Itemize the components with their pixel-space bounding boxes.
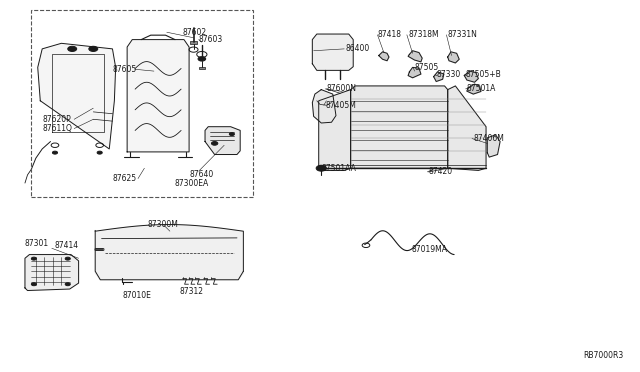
Text: 87620P: 87620P (42, 115, 71, 124)
Polygon shape (312, 34, 353, 70)
Circle shape (65, 257, 70, 260)
Text: 87414: 87414 (55, 241, 79, 250)
Circle shape (65, 283, 70, 286)
Text: 87501A: 87501A (467, 84, 496, 93)
Text: 87625: 87625 (113, 174, 136, 183)
Circle shape (229, 133, 234, 136)
Text: 87640: 87640 (189, 170, 213, 179)
Polygon shape (379, 52, 389, 61)
Circle shape (97, 151, 102, 154)
Polygon shape (434, 72, 444, 81)
Circle shape (198, 57, 205, 61)
Text: 87501AA: 87501AA (321, 164, 356, 173)
Text: 87019MA: 87019MA (412, 244, 447, 253)
Circle shape (52, 151, 58, 154)
Circle shape (31, 257, 36, 260)
Polygon shape (448, 52, 460, 63)
Text: 86400: 86400 (346, 44, 370, 53)
Polygon shape (487, 135, 500, 157)
Text: 87312: 87312 (179, 287, 204, 296)
Polygon shape (38, 43, 116, 149)
FancyBboxPatch shape (190, 41, 196, 44)
Text: 87418: 87418 (378, 30, 401, 39)
Polygon shape (408, 51, 422, 62)
Text: RB7000R3: RB7000R3 (583, 351, 623, 360)
Text: 87010E: 87010E (122, 291, 151, 300)
Polygon shape (351, 86, 448, 168)
Text: 87300M: 87300M (148, 221, 179, 230)
Polygon shape (312, 90, 336, 123)
Polygon shape (127, 39, 189, 152)
Text: 87406M: 87406M (473, 134, 504, 143)
Text: 87300EA: 87300EA (174, 179, 209, 187)
Text: 87330: 87330 (436, 70, 460, 79)
Polygon shape (205, 127, 240, 154)
Polygon shape (95, 225, 243, 280)
Text: 87611Q: 87611Q (42, 124, 72, 133)
Text: 87420: 87420 (429, 167, 452, 176)
Circle shape (89, 46, 98, 51)
Polygon shape (25, 254, 79, 291)
Polygon shape (448, 86, 486, 170)
Text: 87505: 87505 (415, 63, 439, 72)
FancyBboxPatch shape (198, 67, 205, 69)
Polygon shape (467, 84, 481, 94)
Text: 87331N: 87331N (448, 30, 477, 39)
Text: 87405M: 87405M (325, 101, 356, 110)
Circle shape (31, 283, 36, 286)
Text: 87600N: 87600N (326, 84, 356, 93)
Polygon shape (408, 67, 421, 78)
Text: 87505+B: 87505+B (466, 70, 501, 79)
Bar (31, 10, 253, 197)
Text: 87301: 87301 (25, 239, 49, 248)
Text: 87318M: 87318M (408, 30, 439, 39)
Text: 87602: 87602 (182, 28, 207, 37)
Circle shape (211, 141, 218, 145)
Circle shape (68, 46, 77, 51)
Polygon shape (465, 71, 478, 82)
Polygon shape (319, 90, 351, 170)
Text: 87603: 87603 (198, 35, 223, 44)
Text: 87605: 87605 (113, 65, 137, 74)
Circle shape (316, 165, 326, 171)
